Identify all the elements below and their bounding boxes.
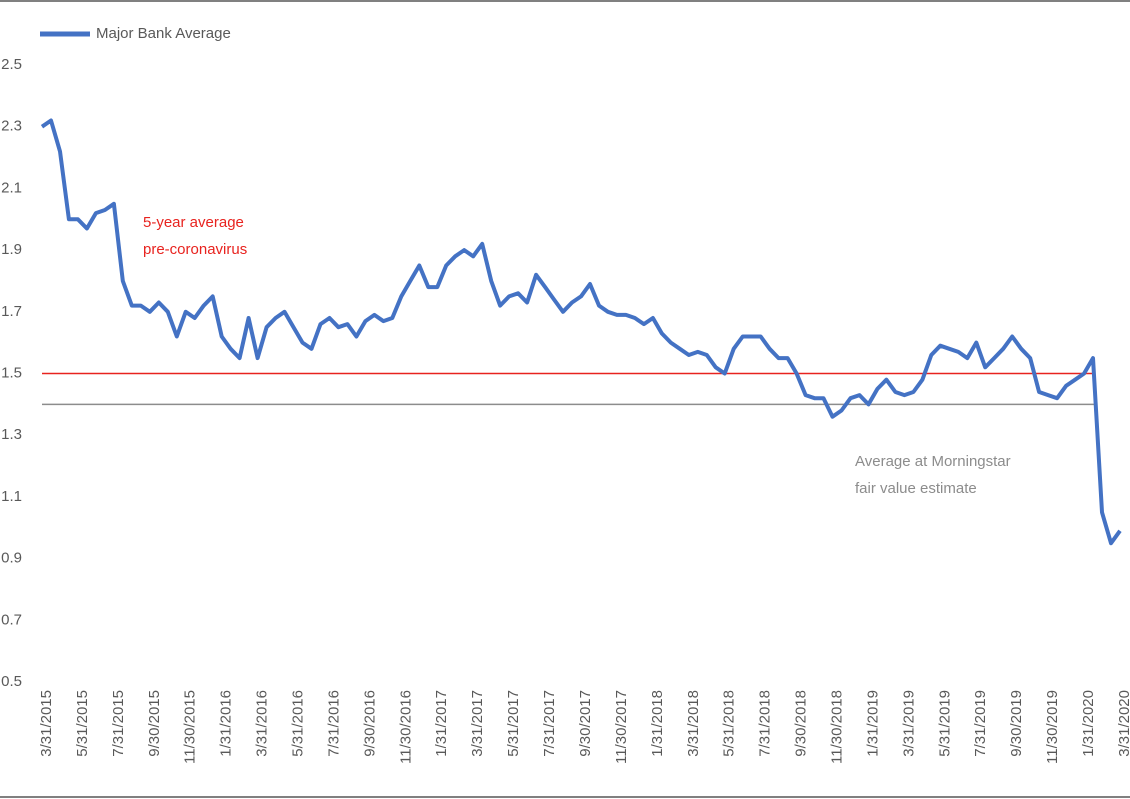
annotation: Average at Morningstar [855, 453, 1011, 470]
x-tick-label: 3/31/2018 [685, 690, 702, 757]
x-tick-label: 3/31/2015 [38, 690, 55, 757]
y-tick-label: 2.1 [1, 179, 22, 196]
y-tick-label: 1.3 [1, 426, 22, 443]
x-tick-label: 5/31/2017 [505, 690, 522, 757]
x-tick-label: 3/31/2017 [469, 690, 486, 757]
annotation: pre-coronavirus [143, 241, 247, 258]
y-tick-label: 2.5 [1, 56, 22, 73]
x-tick-label: 9/30/2016 [361, 690, 378, 757]
y-tick-label: 1.5 [1, 364, 22, 381]
x-tick-label: 9/30/2015 [146, 690, 163, 757]
data-line [40, 118, 1122, 546]
y-tick-label: 1.1 [1, 488, 22, 505]
y-tick-label: 2.3 [1, 118, 22, 135]
x-tick-label: 11/30/2017 [613, 690, 630, 764]
x-tick-label: 1/31/2018 [649, 690, 666, 757]
annotation: fair value estimate [855, 480, 977, 497]
x-tick-label: 1/31/2017 [433, 690, 450, 757]
y-tick-label: 0.5 [1, 673, 22, 690]
x-tick-label: 5/31/2016 [290, 690, 307, 757]
x-tick-label: 9/30/2017 [577, 690, 594, 757]
x-tick-label: 11/30/2019 [1044, 690, 1061, 764]
x-tick-label: 5/31/2018 [721, 690, 738, 757]
x-tick-label: 9/30/2019 [1008, 690, 1025, 757]
y-tick-label: 0.9 [1, 550, 22, 567]
x-tick-label: 5/31/2015 [74, 690, 91, 757]
x-tick-label: 9/30/2018 [793, 690, 810, 757]
x-tick-label: 3/31/2020 [1116, 690, 1130, 757]
x-tick-label: 7/31/2017 [541, 690, 558, 757]
x-tick-label: 7/31/2018 [757, 690, 774, 757]
y-tick-label: 1.9 [1, 241, 22, 258]
x-tick-label: 11/30/2018 [829, 690, 846, 764]
x-tick-label: 5/31/2019 [936, 690, 953, 757]
x-tick-label: 3/31/2016 [254, 690, 271, 757]
x-tick-label: 1/31/2020 [1080, 690, 1097, 757]
y-tick-label: 1.7 [1, 303, 22, 320]
x-tick-label: 7/31/2016 [325, 690, 342, 757]
x-tick-label: 1/31/2016 [218, 690, 235, 757]
x-tick-label: 7/31/2015 [110, 690, 127, 757]
x-tick-label: 3/31/2019 [900, 690, 917, 757]
x-tick-label: 1/31/2019 [864, 690, 881, 757]
legend-label: Major Bank Average [96, 25, 231, 42]
annotation: 5-year average [143, 214, 244, 231]
x-tick-label: 11/30/2015 [182, 690, 199, 764]
y-tick-label: 0.7 [1, 611, 22, 628]
x-tick-label: 7/31/2019 [972, 690, 989, 757]
x-tick-label: 11/30/2016 [397, 690, 414, 764]
